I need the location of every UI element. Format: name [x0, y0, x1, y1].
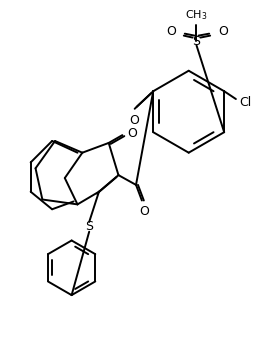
Text: CH$_3$: CH$_3$ — [185, 8, 208, 22]
Text: O: O — [129, 114, 139, 127]
Text: S: S — [85, 220, 93, 233]
Text: O: O — [218, 25, 228, 38]
Text: S: S — [193, 35, 200, 48]
Text: O: O — [127, 127, 137, 140]
Text: O: O — [166, 25, 176, 38]
Text: Cl: Cl — [239, 96, 251, 109]
Text: O: O — [139, 205, 149, 219]
